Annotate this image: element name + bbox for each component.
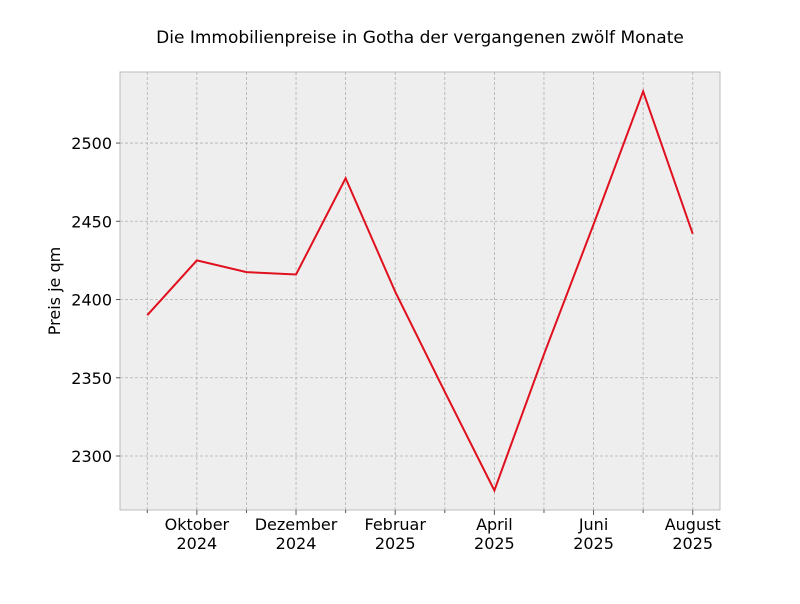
y-tick-label: 2500 [71, 134, 112, 153]
y-tick-label: 2300 [71, 447, 112, 466]
data-line [146, 88, 694, 493]
chart-title: Die Immobilienpreise in Gotha der vergan… [156, 28, 684, 48]
x-tick-label: Oktober 2024 [165, 515, 230, 553]
y-axis-label: Preis je qm [45, 247, 64, 335]
x-tick-label: Dezember 2024 [255, 515, 338, 553]
y-tick-label: 2450 [71, 212, 112, 231]
plot-area [119, 71, 721, 511]
x-tick-label: August 2025 [665, 515, 721, 553]
x-tick-label: April 2025 [474, 515, 515, 553]
plot-layer: 2300 2350 2400 2450 2500 Oktober 2024 Dezember 2… [71, 72, 721, 553]
y-tick-label: 2350 [71, 369, 112, 388]
y-tick-label: 2400 [71, 291, 112, 310]
x-tick-label: Juni 2025 [573, 515, 614, 553]
x-tick-label: Februar 2025 [364, 515, 426, 553]
